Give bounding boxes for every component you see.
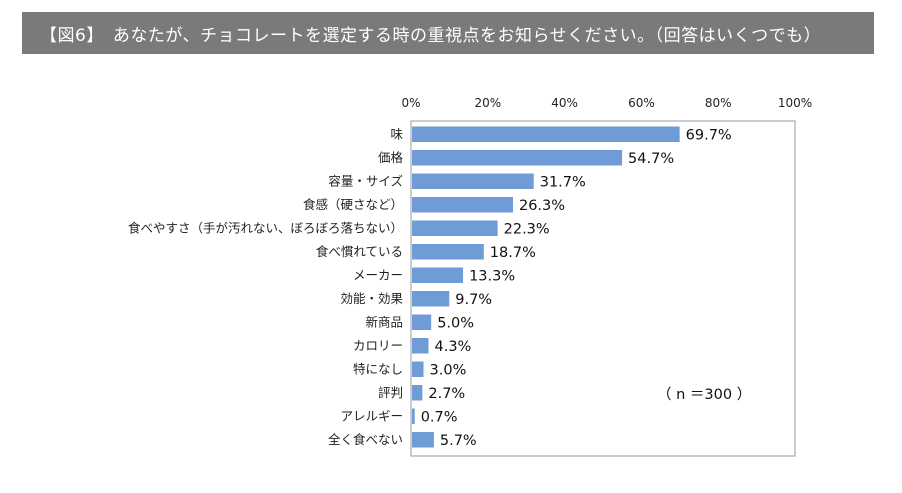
- value-label: 4.3%: [435, 339, 472, 355]
- bar: [412, 314, 432, 330]
- value-label: 26.3%: [519, 198, 565, 214]
- x-axis-tick-labels: 0% 20% 40% 60% 80% 100%: [401, 96, 812, 110]
- category-label: 特になし: [353, 361, 403, 376]
- bar: [412, 361, 424, 377]
- bar: [412, 173, 534, 189]
- bar: [412, 220, 498, 236]
- value-label: 9.7%: [455, 292, 492, 308]
- value-label: 54.7%: [628, 151, 674, 167]
- category-label: 食べ慣れている: [316, 244, 403, 259]
- value-label: 3.0%: [430, 362, 467, 378]
- x-tick-label: 100%: [778, 96, 812, 110]
- x-tick-label: 20%: [474, 96, 501, 110]
- value-labels: 69.7% 54.7% 31.7% 26.3% 22.3% 18.7% 13.3% 9.7% 5…: [421, 127, 732, 449]
- bars: [412, 126, 680, 448]
- value-label: 69.7%: [686, 127, 732, 143]
- value-label: 0.7%: [421, 409, 458, 425]
- value-label: 31.7%: [540, 174, 586, 190]
- value-label: 5.7%: [440, 433, 477, 449]
- value-label: 13.3%: [469, 268, 515, 284]
- x-tick-label: 40%: [551, 96, 578, 110]
- value-label: 22.3%: [504, 221, 550, 237]
- bar: [412, 291, 450, 307]
- value-label: 5.0%: [437, 315, 474, 331]
- bar: [412, 267, 464, 283]
- category-label: 評判: [378, 385, 403, 400]
- category-label: 味: [390, 126, 403, 141]
- category-label: アレルギー: [340, 408, 403, 423]
- value-label: 18.7%: [490, 245, 536, 261]
- category-label: 新商品: [365, 314, 403, 329]
- category-label: 効能・効果: [340, 291, 403, 306]
- figure-header: 【図6】 あなたが、チョコレートを選定する時の重視点をお知らせください。（回答は…: [22, 12, 874, 54]
- value-label: 2.7%: [428, 386, 465, 402]
- category-label: 全く食べない: [328, 432, 403, 447]
- bar: [412, 432, 434, 448]
- category-label: メーカー: [353, 267, 403, 282]
- bar: [412, 126, 680, 142]
- bar: [412, 197, 513, 213]
- category-label: 食べやすさ（手が汚れない、ぼろぼろ落ちない）: [128, 220, 403, 235]
- bar: [412, 408, 415, 424]
- plot-area-frame: [410, 120, 796, 457]
- bar: [412, 338, 429, 354]
- category-label: 価格: [378, 150, 404, 165]
- x-tick-label: 0%: [401, 96, 420, 110]
- figure-title: 【図6】 あなたが、チョコレートを選定する時の重視点をお知らせください。（回答は…: [40, 25, 822, 46]
- sample-size-note: （ n ＝300 ）: [657, 386, 751, 403]
- x-tick-label: 60%: [628, 96, 655, 110]
- category-label: 容量・サイズ: [328, 173, 403, 188]
- bar: [412, 150, 623, 166]
- bar: [412, 244, 484, 260]
- category-label: カロリー: [353, 338, 403, 353]
- bar: [412, 385, 423, 401]
- x-tick-label: 80%: [705, 96, 732, 110]
- category-label: 食感（硬さなど）: [303, 197, 403, 212]
